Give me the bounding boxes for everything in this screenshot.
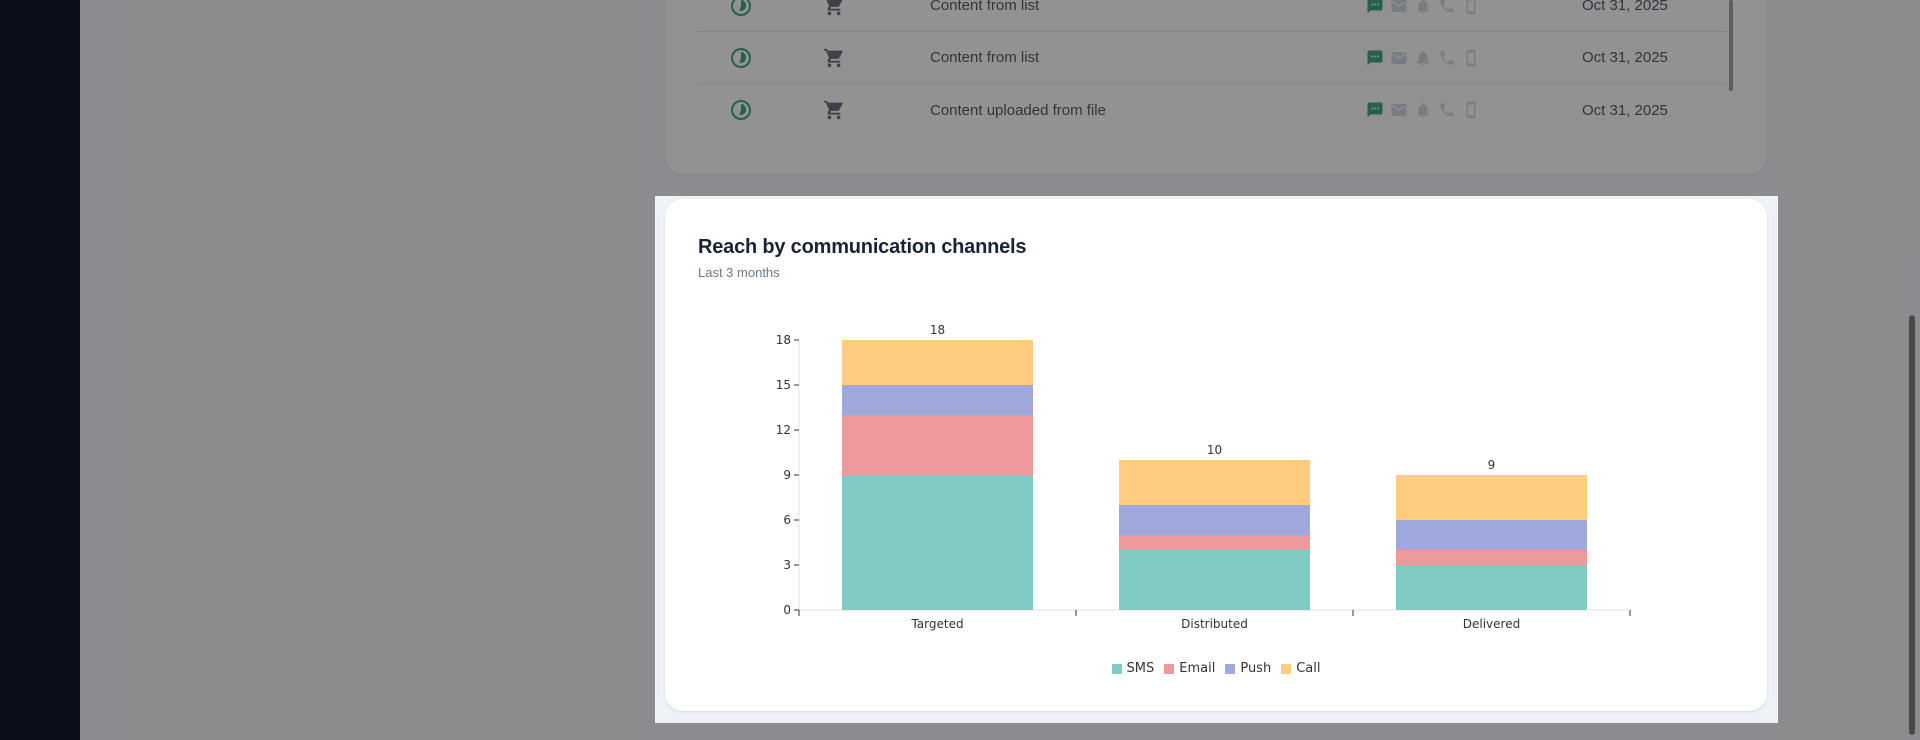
in-progress-status-icon <box>731 47 751 68</box>
y-tick-label: 9 <box>783 468 791 482</box>
bar-total-label: 9 <box>1488 458 1496 472</box>
bar-delivered-email[interactable] <box>1396 550 1587 565</box>
legend-swatch-icon <box>1281 663 1292 674</box>
table-row[interactable]: Content uploaded from file Oct 31, 2025 <box>697 84 1727 136</box>
legend-label: Push <box>1240 661 1272 676</box>
channel-icons <box>1365 0 1481 16</box>
sms-channel-icon <box>1365 48 1385 68</box>
y-tick-label: 15 <box>776 378 791 392</box>
bar-targeted-sms[interactable] <box>842 475 1033 610</box>
bar-targeted-push[interactable] <box>842 385 1033 415</box>
x-tick-label: Targeted <box>910 617 963 631</box>
legend-item-push[interactable]: Push <box>1225 661 1271 676</box>
row-date: Oct 31, 2025 <box>1582 0 1668 14</box>
cart-icon <box>823 99 845 121</box>
push-channel-icon <box>1413 0 1433 16</box>
in-progress-status-icon <box>731 100 751 120</box>
legend-swatch-icon <box>1111 663 1122 674</box>
mobile-channel-icon <box>1461 48 1481 68</box>
bar-total-label: 18 <box>930 323 945 337</box>
bar-delivered-sms[interactable] <box>1396 565 1587 610</box>
push-channel-icon <box>1413 48 1433 68</box>
x-tick-label: Delivered <box>1463 617 1520 631</box>
y-tick-label: 0 <box>783 603 791 617</box>
bar-distributed-sms[interactable] <box>1119 550 1310 610</box>
in-progress-status-icon <box>731 0 751 16</box>
channel-icons <box>1365 100 1481 120</box>
bar-total-label: 10 <box>1207 443 1222 457</box>
y-tick-label: 3 <box>783 558 791 572</box>
row-label: Content uploaded from file <box>930 101 1106 119</box>
email-channel-icon <box>1389 48 1409 68</box>
email-channel-icon <box>1389 0 1409 16</box>
legend-label: Email <box>1179 661 1216 676</box>
bar-targeted-email[interactable] <box>842 415 1033 475</box>
mobile-channel-icon <box>1461 0 1481 16</box>
stacked-bar-chart: 0 3 6 9 12 15 18 18 Targeted 10 Distributed 9 Delive… <box>776 323 1631 631</box>
sms-channel-icon <box>1365 0 1385 16</box>
call-channel-icon <box>1437 100 1457 120</box>
call-channel-icon <box>1437 0 1457 16</box>
bar-distributed-call[interactable] <box>1119 460 1310 505</box>
row-label: Content from list <box>930 49 1040 66</box>
mobile-channel-icon <box>1461 100 1481 120</box>
legend-item-email[interactable]: Email <box>1164 661 1215 676</box>
cart-icon <box>823 47 845 69</box>
y-tick-label: 18 <box>776 333 791 347</box>
channel-icons <box>1365 48 1481 68</box>
page-scrollbar-thumb[interactable] <box>1909 315 1915 735</box>
row-label: Content from list <box>930 0 1040 14</box>
bar-delivered-push[interactable] <box>1396 520 1587 550</box>
cart-icon <box>823 0 845 17</box>
legend-label: Call <box>1296 661 1321 676</box>
chart-legend: SMS Email Push Call <box>665 661 1767 676</box>
bar-delivered-call[interactable] <box>1396 475 1587 520</box>
bar-distributed-push[interactable] <box>1119 505 1310 535</box>
legend-label: SMS <box>1126 661 1155 676</box>
sidebar <box>0 0 80 740</box>
legend-item-call[interactable]: Call <box>1281 661 1320 676</box>
y-tick-label: 12 <box>776 423 791 437</box>
table-row[interactable]: Content from list Oct 31, 2025 <box>697 32 1727 84</box>
push-channel-icon <box>1413 100 1433 120</box>
bar-distributed-email[interactable] <box>1119 535 1310 550</box>
y-tick-label: 6 <box>783 513 791 527</box>
campaigns-table-card: Content from list Oct 31, 2025 Content f… <box>665 0 1767 174</box>
x-tick-label: Distributed <box>1181 617 1248 631</box>
email-channel-icon <box>1389 100 1409 120</box>
bar-targeted-call[interactable] <box>842 340 1033 385</box>
legend-swatch-icon <box>1225 663 1236 674</box>
sms-channel-icon <box>1365 100 1385 120</box>
legend-item-sms[interactable]: SMS <box>1111 661 1155 676</box>
highlighted-region: Reach by communication channels Last 3 m… <box>655 196 1778 723</box>
table-row[interactable]: Content from list Oct 31, 2025 <box>697 0 1727 32</box>
legend-swatch-icon <box>1164 663 1175 674</box>
call-channel-icon <box>1437 48 1457 68</box>
row-date: Oct 31, 2025 <box>1582 49 1668 66</box>
table-scrollbar[interactable] <box>1729 0 1733 91</box>
reach-chart-card: Reach by communication channels Last 3 m… <box>665 199 1767 711</box>
row-date: Oct 31, 2025 <box>1582 101 1668 119</box>
